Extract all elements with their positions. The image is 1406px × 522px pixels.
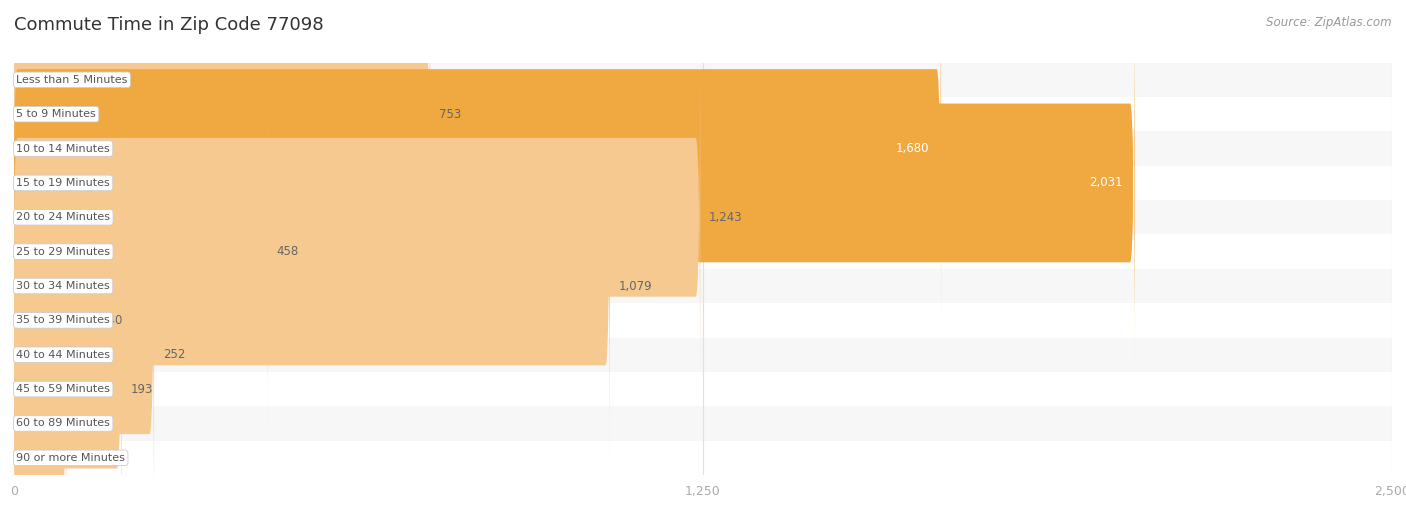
Text: 458: 458 xyxy=(277,245,298,258)
Text: Less than 5 Minutes: Less than 5 Minutes xyxy=(17,75,128,85)
Text: 15 to 19 Minutes: 15 to 19 Minutes xyxy=(17,178,110,188)
Text: 40 to 44 Minutes: 40 to 44 Minutes xyxy=(17,350,110,360)
Text: 140: 140 xyxy=(101,314,124,327)
FancyBboxPatch shape xyxy=(13,22,700,413)
Bar xyxy=(14,234,1392,269)
FancyBboxPatch shape xyxy=(13,56,267,447)
FancyBboxPatch shape xyxy=(13,0,1135,378)
Text: 193: 193 xyxy=(131,383,153,396)
Text: 92: 92 xyxy=(75,73,90,86)
Text: 60 to 89 Minutes: 60 to 89 Minutes xyxy=(17,419,110,429)
Bar xyxy=(14,406,1392,441)
Bar xyxy=(14,200,1392,234)
FancyBboxPatch shape xyxy=(13,194,121,522)
FancyBboxPatch shape xyxy=(13,0,430,310)
Text: 25 to 29 Minutes: 25 to 29 Minutes xyxy=(17,247,110,257)
FancyBboxPatch shape xyxy=(13,228,66,522)
Text: 753: 753 xyxy=(439,108,461,121)
Text: 30 to 34 Minutes: 30 to 34 Minutes xyxy=(17,281,110,291)
Bar xyxy=(14,132,1392,166)
Text: 20 to 24 Minutes: 20 to 24 Minutes xyxy=(17,212,110,222)
Text: Source: ZipAtlas.com: Source: ZipAtlas.com xyxy=(1267,16,1392,29)
Bar xyxy=(14,269,1392,303)
Bar xyxy=(14,303,1392,338)
Text: 252: 252 xyxy=(163,348,186,361)
Text: 10 to 14 Minutes: 10 to 14 Minutes xyxy=(17,144,110,153)
Text: 35 to 39 Minutes: 35 to 39 Minutes xyxy=(17,315,110,325)
Bar xyxy=(14,63,1392,97)
FancyBboxPatch shape xyxy=(13,90,610,482)
FancyBboxPatch shape xyxy=(13,159,155,522)
FancyBboxPatch shape xyxy=(13,0,941,344)
Bar xyxy=(14,97,1392,132)
Bar xyxy=(14,372,1392,406)
Text: 1,680: 1,680 xyxy=(896,142,929,155)
FancyBboxPatch shape xyxy=(13,262,20,522)
FancyBboxPatch shape xyxy=(13,125,93,516)
Text: 1,243: 1,243 xyxy=(709,211,742,224)
Bar xyxy=(14,441,1392,475)
Text: 1,079: 1,079 xyxy=(619,279,652,292)
Bar xyxy=(14,338,1392,372)
FancyBboxPatch shape xyxy=(13,0,66,276)
Text: 9: 9 xyxy=(30,452,37,465)
Text: Commute Time in Zip Code 77098: Commute Time in Zip Code 77098 xyxy=(14,16,323,33)
Text: 5 to 9 Minutes: 5 to 9 Minutes xyxy=(17,109,96,119)
Text: 90 or more Minutes: 90 or more Minutes xyxy=(17,453,125,463)
Bar xyxy=(14,166,1392,200)
Text: 2,031: 2,031 xyxy=(1088,176,1122,189)
Text: 45 to 59 Minutes: 45 to 59 Minutes xyxy=(17,384,110,394)
Text: 93: 93 xyxy=(76,417,90,430)
